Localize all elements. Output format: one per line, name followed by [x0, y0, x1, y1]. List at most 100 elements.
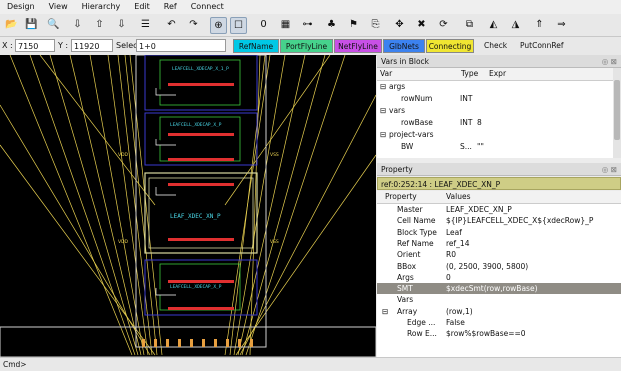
connecting-button[interactable]: Connecting: [426, 39, 474, 53]
property-key: BBox: [397, 261, 417, 271]
col-property[interactable]: Property: [377, 191, 451, 204]
property-row[interactable]: Ref Name ref_14: [377, 238, 621, 249]
var-name[interactable]: vars: [389, 106, 406, 115]
command-prompt: Cmd>: [3, 360, 27, 369]
menu-edit[interactable]: Edit: [134, 2, 150, 11]
var-type: INT: [460, 94, 473, 103]
portflyline-button[interactable]: PortFlyLine: [280, 39, 333, 53]
fly-up-icon[interactable]: ⇧: [95, 19, 104, 30]
col-type[interactable]: Type: [459, 68, 489, 81]
node-icon[interactable]: ⊶: [302, 19, 313, 30]
var-expr[interactable]: 8: [477, 118, 482, 127]
property-row[interactable]: BBox (0, 2500, 3900, 5800): [377, 261, 621, 272]
zero-icon[interactable]: 0: [260, 19, 267, 30]
undo-icon[interactable]: ↶: [167, 19, 176, 30]
col-values[interactable]: Values: [443, 191, 621, 204]
panel-controls-icon[interactable]: ◎ ⊠: [601, 165, 617, 174]
tree-toggle-icon[interactable]: ⊟: [380, 130, 387, 139]
var-expr[interactable]: "": [477, 142, 484, 151]
menu-connect[interactable]: Connect: [190, 2, 224, 11]
mirror-x-icon[interactable]: ◭: [489, 19, 498, 30]
nav-right-icon[interactable]: ⇒: [557, 19, 566, 30]
panel-controls-icon[interactable]: ◎ ⊠: [601, 57, 617, 66]
select-field[interactable]: 1+0: [136, 39, 226, 52]
glbnets-button[interactable]: GlbNets: [383, 39, 425, 53]
y-coordinate-field[interactable]: 11920: [71, 39, 113, 52]
tree-toggle-icon[interactable]: ⊟: [380, 106, 387, 115]
plant-icon[interactable]: ♣: [327, 19, 336, 30]
property-value[interactable]: ref_14: [446, 238, 470, 248]
delete-icon[interactable]: ✖: [417, 19, 426, 30]
search-icon[interactable]: 🔍: [47, 19, 60, 30]
tree-toggle-icon[interactable]: ⊟: [380, 82, 387, 91]
property-row[interactable]: Row E... $row%$rowBase==0: [377, 328, 621, 339]
nav-up-icon[interactable]: ⇑: [535, 19, 544, 30]
property-row[interactable]: Cell Name ${IP}LEAFCELL_XDEC_X${xdecRow}_…: [377, 215, 621, 226]
property-row[interactable]: Orient R0: [377, 249, 621, 260]
copy-icon[interactable]: ⎘: [371, 19, 380, 30]
property-value[interactable]: 0: [446, 272, 451, 282]
vars-scrollbar[interactable]: [613, 68, 621, 158]
hierarchy-icon[interactable]: ☰: [141, 19, 150, 30]
property-value[interactable]: R0: [446, 250, 456, 260]
folder-open-icon[interactable]: 📂: [5, 19, 18, 30]
menu-ref[interactable]: Ref: [163, 2, 177, 11]
grid-icon[interactable]: ▦: [280, 19, 291, 30]
fly-down-icon[interactable]: ⇩: [117, 19, 126, 30]
menu-design[interactable]: Design: [7, 2, 35, 11]
property-value[interactable]: $xdecSmt(row,rowBase): [446, 284, 538, 294]
property-value[interactable]: Leaf: [446, 227, 462, 237]
move-icon[interactable]: ✥: [395, 19, 404, 30]
menu-hierarchy[interactable]: Hierarchy: [81, 2, 121, 11]
property-row[interactable]: Args 0: [377, 272, 621, 283]
property-row[interactable]: Edge ... False: [377, 317, 621, 328]
property-value[interactable]: False: [446, 318, 465, 327]
property-key: Master: [397, 205, 423, 214]
col-expr[interactable]: Expr: [487, 68, 613, 81]
netflyline-button[interactable]: NetFlyLine: [334, 39, 382, 53]
property-row[interactable]: Vars: [377, 294, 621, 305]
property-row[interactable]: Block Type Leaf: [377, 227, 621, 238]
mirror-y-icon[interactable]: ◮: [511, 19, 520, 30]
var-name[interactable]: args: [389, 82, 406, 91]
pin-label: VSS: [270, 152, 279, 158]
menu-view[interactable]: View: [48, 2, 68, 11]
property-table: Property Values Master LEAF_XDEC_XN_P Cell…: [377, 191, 621, 357]
property-row[interactable]: Master LEAF_XDEC_XN_P: [377, 204, 621, 215]
var-name[interactable]: BW: [401, 142, 414, 151]
world-icon[interactable]: ⊕: [210, 17, 227, 34]
var-name[interactable]: rowBase: [401, 118, 433, 127]
save-icon[interactable]: 💾: [25, 19, 38, 30]
property-value[interactable]: ${IP}LEAFCELL_XDEC_X${xdecRow}_P: [446, 216, 594, 226]
tree-toggle-icon[interactable]: ⊟: [382, 306, 389, 316]
property-key: Vars: [397, 295, 414, 305]
property-value[interactable]: LEAF_XDEC_XN_P: [446, 205, 512, 214]
redo-icon[interactable]: ↷: [189, 19, 198, 30]
property-row[interactable]: ⊟ Array (row,1): [377, 306, 621, 317]
property-value[interactable]: (0, 2500, 3900, 5800): [446, 261, 529, 271]
rect-select-icon[interactable]: ☐: [230, 17, 247, 34]
layout-canvas[interactable]: LEAFCELL_XDECAP_X_1_P LEAFCELL_XDECAP_X_…: [0, 55, 376, 357]
property-value[interactable]: (row,1): [446, 306, 473, 316]
refname-button[interactable]: RefName: [233, 39, 279, 53]
cell-label: LEAFCELL_XDECAP_X_P: [170, 122, 222, 128]
menu-bar: Design View Hierarchy Edit Ref Connect: [0, 0, 621, 14]
push-down-icon[interactable]: ⇩: [73, 19, 82, 30]
property-key: Args: [397, 272, 414, 282]
flag-icon[interactable]: ⚑: [349, 19, 358, 30]
property-value[interactable]: $row%$rowBase==0: [446, 329, 526, 339]
layout-drawing: LEAFCELL_XDECAP_X_1_P LEAFCELL_XDECAP_X_…: [0, 55, 376, 357]
command-line[interactable]: Cmd>: [0, 357, 621, 371]
ref-path-bar: ref:0:252:14 : LEAF_XDEC_XN_P: [377, 177, 621, 190]
vars-scroll-thumb[interactable]: [614, 80, 620, 140]
col-var[interactable]: Var: [377, 68, 462, 81]
putconnref-button[interactable]: PutConnRef: [520, 41, 564, 50]
cell-label: LEAFCELL_XDECAP_X_1_P: [172, 66, 229, 72]
x-coordinate-field[interactable]: 7150: [15, 39, 55, 52]
stretch-icon[interactable]: ⧉: [465, 19, 474, 30]
var-name[interactable]: project-vars: [389, 130, 434, 139]
property-row[interactable]: SMT $xdecSmt(row,rowBase): [377, 283, 621, 295]
var-name[interactable]: rowNum: [401, 94, 433, 103]
check-button[interactable]: Check: [484, 41, 508, 50]
rotate-icon[interactable]: ⟳: [439, 19, 448, 30]
